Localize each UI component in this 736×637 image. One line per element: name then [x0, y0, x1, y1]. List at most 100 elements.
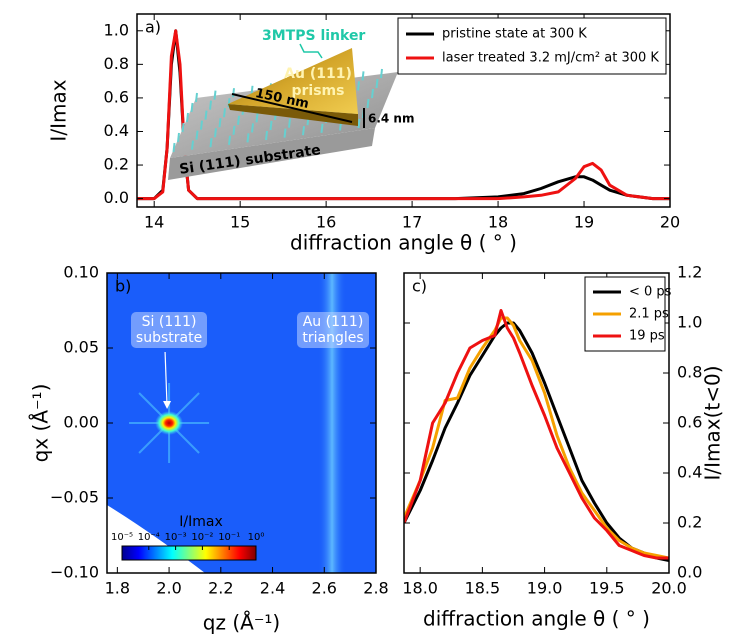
- colorbar-tick-label: 10⁻¹: [218, 532, 240, 543]
- legend-label: 19 ps: [629, 329, 665, 344]
- colorbar-title: I/Imax: [179, 514, 222, 530]
- data-line: [404, 309, 669, 560]
- y-tick-label: 0.00: [63, 413, 99, 432]
- colorbar-tick-label: 10⁻³: [165, 532, 187, 543]
- inset-label: prisms: [292, 83, 345, 99]
- dimension-arrow: [231, 93, 353, 123]
- linker: [246, 133, 250, 143]
- feature-label: Au (111) triangles: [297, 312, 370, 348]
- feature-label: Si (111) substrate: [131, 312, 208, 348]
- x-tick-label: 2.8: [363, 579, 388, 598]
- linker: [191, 140, 194, 150]
- x-tick-label: 18.0: [402, 579, 438, 598]
- colorbar-tick-label: 10⁻⁵: [111, 532, 133, 543]
- linker: [172, 142, 176, 153]
- panel-label: a): [145, 18, 161, 37]
- linker: [255, 113, 259, 123]
- linker: [357, 81, 360, 91]
- linker: [250, 85, 254, 95]
- linker: [223, 108, 226, 118]
- y-tick-label: −0.05: [50, 488, 99, 507]
- legend-label: pristine state at 300 K: [442, 27, 587, 42]
- x-tick-label: 18: [488, 213, 508, 232]
- linker: [181, 122, 185, 133]
- x-tick-label: 15: [230, 213, 250, 232]
- y-tick-label: 0.0: [677, 563, 702, 582]
- linker: [177, 132, 180, 143]
- y-tick-label: 0.6: [104, 87, 129, 106]
- data-line: [137, 29, 670, 201]
- y-tick-label: 0.05: [63, 338, 99, 357]
- y-axis-label: I/Imax: [47, 79, 71, 141]
- y-axis-label: qx (Å⁻¹): [29, 384, 53, 463]
- linker: [195, 130, 199, 140]
- y-tick-label: 0.8: [677, 363, 702, 382]
- x-axis-label: qz (Å⁻¹): [203, 611, 280, 635]
- substrate-peak: [155, 411, 184, 435]
- y-tick-label: 1.2: [677, 263, 702, 282]
- y-tick-label: 0.6: [677, 413, 702, 432]
- linker: [214, 128, 217, 138]
- linker: [186, 112, 189, 123]
- x-tick-label: 2.4: [260, 579, 285, 598]
- plot-area: [404, 309, 669, 562]
- linker: [357, 118, 361, 129]
- linker: [371, 88, 374, 99]
- colorbar-tick-label: 10⁰: [248, 532, 265, 543]
- linker: [283, 128, 287, 138]
- x-tick-label: 17: [402, 213, 422, 232]
- y-tick-label: 1.0: [104, 20, 129, 39]
- y-tick-label: 0.2: [677, 513, 702, 532]
- prism-side: [228, 104, 358, 126]
- inset-pointer: [299, 43, 323, 59]
- x-tick-label: 19.5: [589, 579, 625, 598]
- panel-label: c): [412, 277, 427, 296]
- inset-label: 6.4 nm: [368, 112, 414, 126]
- x-tick-label: 20.0: [651, 579, 687, 598]
- legend-label: < 0 ps: [629, 285, 672, 300]
- y-tick-label: 0.8: [104, 54, 129, 73]
- y-tick-label: 0.4: [104, 121, 129, 140]
- inset-label: 3MTPS linker: [262, 28, 365, 44]
- x-tick-label: 2.2: [208, 579, 233, 598]
- legend-label: 2.1 ps: [629, 307, 669, 322]
- linker: [251, 123, 254, 133]
- x-tick-label: 2.6: [312, 579, 337, 598]
- feature-arrow: [164, 351, 168, 408]
- linker: [209, 138, 213, 148]
- feature-arrowhead: [163, 401, 172, 409]
- linker: [190, 102, 194, 113]
- linker: [269, 120, 273, 131]
- y-tick-label: 0.4: [677, 463, 702, 482]
- inset-label: Au (111): [284, 66, 352, 82]
- x-tick-label: 1.8: [105, 579, 130, 598]
- linker: [366, 98, 370, 109]
- y-tick-label: −0.10: [50, 563, 99, 582]
- linker: [232, 125, 236, 135]
- linker: [200, 120, 203, 130]
- linker: [218, 118, 222, 128]
- x-axis-label: diffraction angle θ ( ° ): [423, 607, 650, 631]
- x-axis-label: diffraction angle θ ( ° ): [290, 231, 517, 255]
- y-tick-label: 0.2: [104, 155, 129, 174]
- x-tick-label: 20: [660, 213, 680, 232]
- linker: [195, 92, 198, 103]
- linker: [213, 90, 217, 100]
- legend-box: [397, 17, 667, 75]
- plot-area: [137, 29, 670, 201]
- linker: [232, 88, 235, 98]
- x-tick-label: 16: [316, 213, 336, 232]
- slab-front: [168, 128, 375, 180]
- data-line: [404, 321, 669, 562]
- x-tick-label: 19.0: [527, 579, 563, 598]
- data-line: [404, 316, 669, 560]
- y-axis-label: I/Imax(t<0): [701, 365, 725, 480]
- y-tick-label: 1.0: [677, 313, 702, 332]
- prism-top: [228, 48, 358, 114]
- linker: [204, 110, 208, 120]
- colorbar: [121, 545, 257, 561]
- x-tick-label: 18.5: [465, 579, 501, 598]
- linker: [320, 123, 324, 133]
- axes-frame: [136, 13, 671, 208]
